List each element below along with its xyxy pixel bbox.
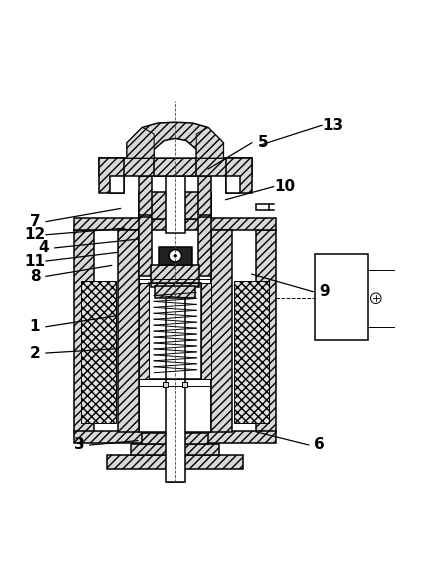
- Polygon shape: [127, 122, 223, 158]
- Bar: [149, 283, 201, 379]
- Bar: [226, 158, 252, 193]
- Bar: [201, 283, 211, 379]
- Bar: [226, 175, 240, 193]
- Circle shape: [169, 250, 181, 262]
- Polygon shape: [196, 127, 223, 158]
- Polygon shape: [154, 138, 196, 158]
- Bar: [74, 230, 94, 432]
- Text: 8: 8: [30, 269, 40, 284]
- Bar: [142, 433, 208, 444]
- Text: 2: 2: [30, 346, 40, 361]
- Bar: [159, 247, 192, 265]
- Text: 11: 11: [25, 254, 46, 269]
- Bar: [151, 265, 199, 287]
- Bar: [107, 455, 243, 469]
- Bar: [139, 274, 211, 432]
- Bar: [256, 204, 269, 210]
- Bar: [211, 230, 232, 432]
- Circle shape: [371, 293, 381, 303]
- Bar: [74, 218, 276, 230]
- Bar: [131, 444, 219, 455]
- Bar: [139, 283, 149, 379]
- Bar: [198, 175, 211, 215]
- Text: 4: 4: [39, 240, 49, 255]
- Text: 7: 7: [30, 214, 40, 229]
- Polygon shape: [127, 127, 154, 158]
- Text: 12: 12: [25, 227, 46, 242]
- Bar: [139, 192, 211, 219]
- Bar: [118, 230, 139, 432]
- Bar: [139, 175, 152, 215]
- Text: 1: 1: [30, 319, 40, 334]
- Text: 5: 5: [258, 135, 268, 151]
- Bar: [166, 175, 185, 233]
- Bar: [198, 217, 211, 276]
- Text: 3: 3: [74, 438, 84, 453]
- Bar: [74, 431, 276, 443]
- Circle shape: [174, 254, 177, 257]
- Bar: [99, 158, 124, 193]
- Bar: [155, 286, 195, 298]
- Bar: [154, 158, 196, 175]
- Bar: [163, 382, 168, 387]
- Bar: [166, 292, 185, 482]
- Bar: [167, 452, 183, 482]
- Bar: [315, 254, 368, 340]
- Text: 6: 6: [314, 438, 325, 453]
- Bar: [182, 382, 187, 387]
- Text: 10: 10: [274, 179, 295, 194]
- Bar: [81, 281, 116, 423]
- Bar: [139, 217, 152, 276]
- Text: 9: 9: [319, 284, 329, 299]
- Bar: [234, 281, 269, 423]
- Bar: [110, 175, 124, 193]
- Bar: [256, 230, 276, 432]
- Text: 13: 13: [322, 118, 343, 133]
- Bar: [139, 211, 211, 219]
- Bar: [99, 158, 252, 175]
